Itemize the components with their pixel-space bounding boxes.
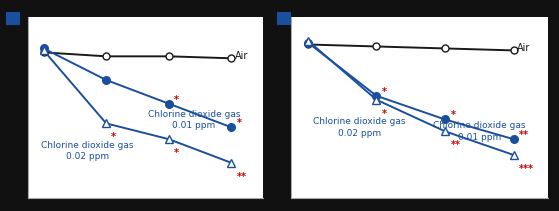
Text: Chlorine dioxide gas
0.02 ppm: Chlorine dioxide gas 0.02 ppm [313, 118, 405, 138]
Text: Chlorine dioxide gas
0.01 ppm: Chlorine dioxide gas 0.01 ppm [433, 121, 525, 142]
Text: *: * [174, 95, 179, 105]
Text: *: * [111, 132, 116, 142]
Text: **: ** [519, 130, 529, 140]
Text: **: ** [236, 172, 247, 182]
Text: *: * [382, 87, 387, 97]
Text: Air: Air [235, 51, 248, 61]
Text: Chlorine dioxide gas
0.01 ppm: Chlorine dioxide gas 0.01 ppm [148, 110, 240, 130]
Text: *: * [236, 118, 241, 128]
Text: *: * [451, 111, 456, 120]
Text: *: * [382, 108, 387, 119]
Text: Air: Air [517, 43, 530, 53]
Text: **: ** [451, 140, 461, 150]
Text: ***: *** [519, 164, 534, 174]
Text: Chlorine dioxide gas
0.02 ppm: Chlorine dioxide gas 0.02 ppm [41, 141, 134, 161]
Text: *: * [174, 148, 179, 158]
